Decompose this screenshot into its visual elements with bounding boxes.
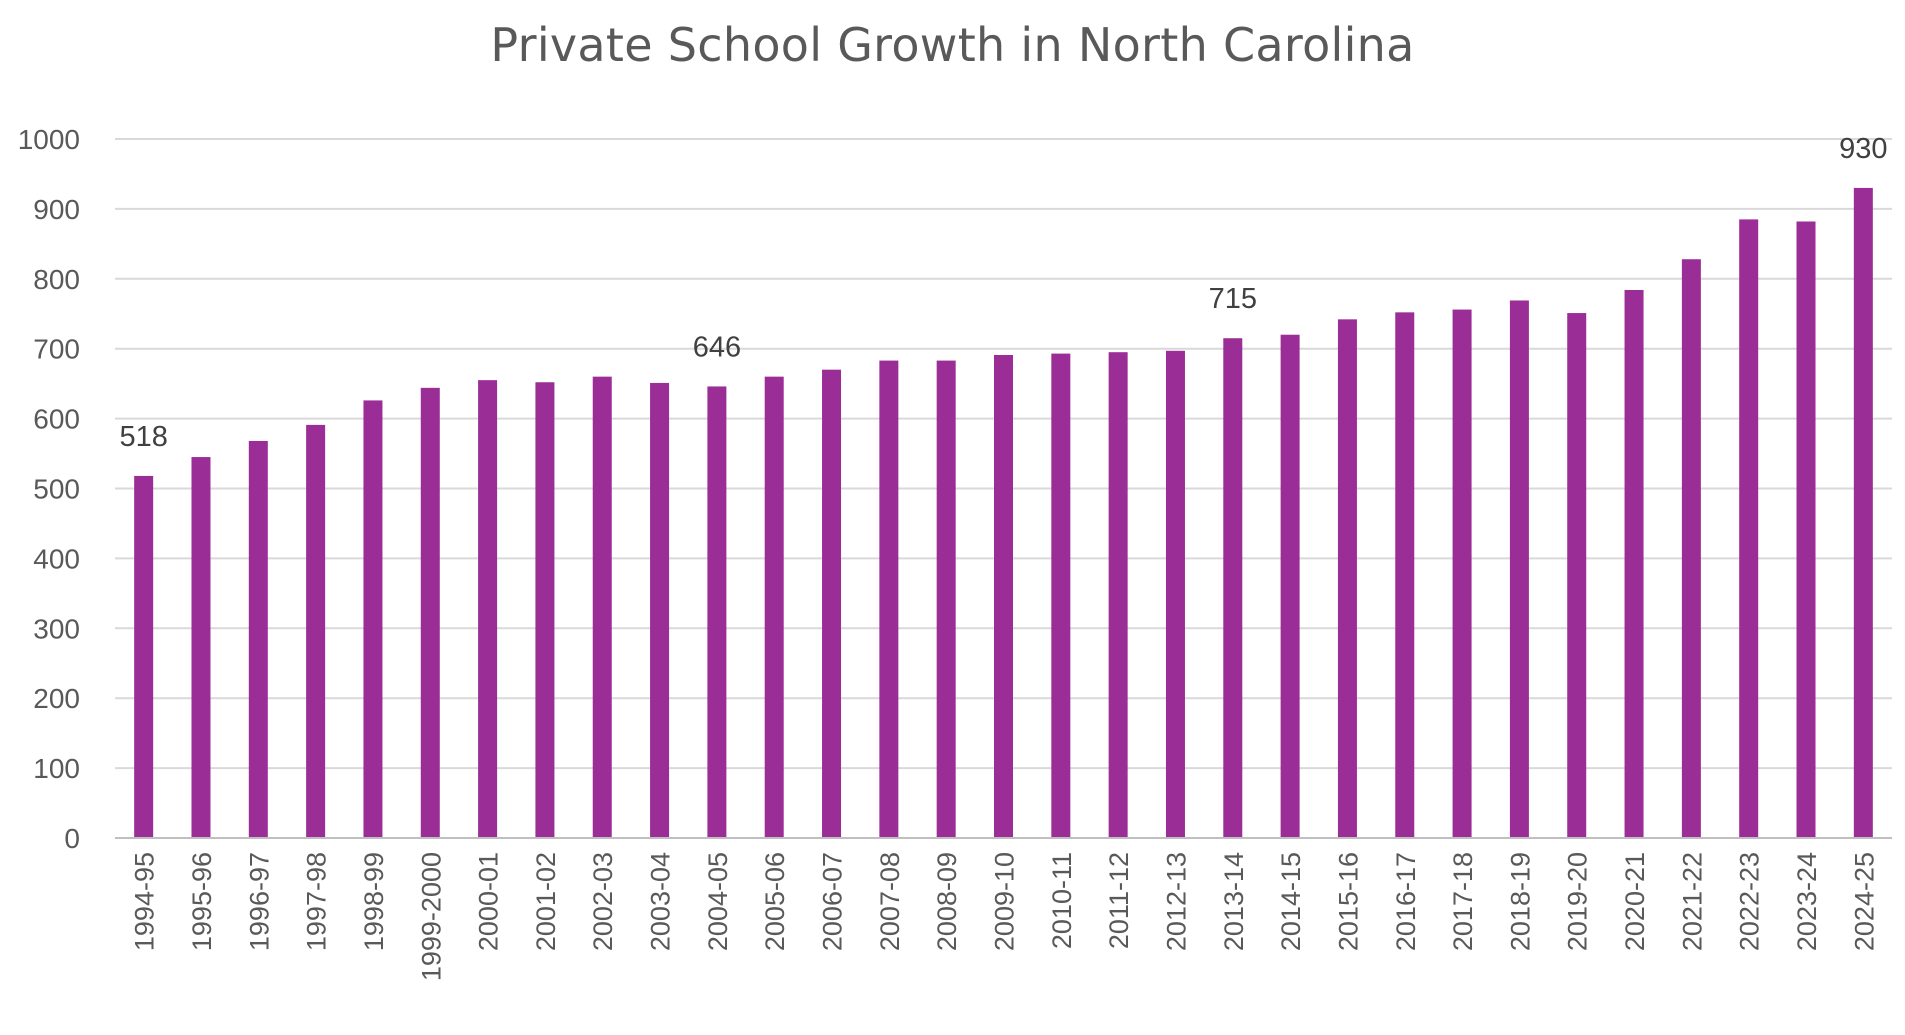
bar	[248, 440, 268, 838]
bar	[1567, 313, 1587, 838]
bar	[1223, 338, 1243, 838]
x-tick-label: 2000-01	[474, 852, 504, 951]
bar	[134, 475, 154, 838]
x-tick-label: 2017-18	[1448, 852, 1478, 951]
bar	[1395, 312, 1415, 838]
x-tick-label: 2004-05	[703, 852, 733, 951]
x-tick-label: 2002-03	[588, 852, 618, 951]
y-tick-label: 700	[33, 334, 80, 365]
x-tick-label: 2018-19	[1505, 852, 1535, 951]
bar	[306, 424, 326, 838]
bar	[764, 376, 784, 838]
bar	[1624, 289, 1644, 838]
y-tick-label: 400	[33, 543, 80, 574]
y-tick-label: 100	[33, 753, 80, 784]
data-label: 518	[119, 421, 167, 453]
x-tick-label: 2019-20	[1563, 852, 1593, 951]
x-tick-label: 2006-07	[818, 852, 848, 951]
y-tick-label: 300	[33, 613, 80, 644]
x-tick-label: 2024-25	[1849, 852, 1879, 951]
bar	[1796, 221, 1816, 838]
bar	[191, 457, 211, 838]
x-tick-label: 2013-14	[1219, 852, 1249, 951]
data-label: 930	[1839, 133, 1887, 165]
bar	[879, 360, 899, 838]
bar	[592, 376, 612, 838]
bar	[1853, 187, 1873, 838]
bar	[1739, 219, 1759, 838]
x-tick-label: 2021-22	[1677, 852, 1707, 951]
x-tick-label: 2011-12	[1104, 852, 1134, 949]
bar	[1051, 353, 1071, 838]
x-tick-label: 2023-24	[1792, 852, 1822, 951]
x-tick-label: 2014-15	[1276, 852, 1306, 951]
bar	[936, 360, 956, 838]
x-tick-label: 2003-04	[646, 852, 676, 951]
y-tick-label: 500	[33, 474, 80, 505]
x-tick-label: 2012-13	[1161, 852, 1191, 951]
x-tick-label: 2008-09	[932, 852, 962, 951]
x-tick-label: 2007-08	[875, 852, 905, 951]
x-tick-label: 1999-2000	[416, 852, 446, 981]
x-tick-label: 1997-98	[302, 852, 332, 951]
x-tick-label: 2009-10	[990, 852, 1020, 951]
y-tick-label: 900	[33, 194, 80, 225]
bar	[1681, 259, 1701, 838]
y-tick-label: 200	[33, 683, 80, 714]
bar	[1509, 300, 1529, 838]
data-label: 646	[693, 331, 741, 363]
bar	[1108, 352, 1128, 838]
x-tick-label: 2005-06	[760, 852, 790, 951]
x-tick-label: 1996-97	[244, 852, 274, 951]
x-tick-label: 1998-99	[359, 852, 389, 951]
bar	[1337, 319, 1357, 838]
bar	[478, 380, 498, 838]
bar	[1165, 350, 1185, 838]
x-tick-label: 1994-95	[130, 852, 160, 951]
bar	[650, 382, 670, 838]
y-tick-label: 1000	[18, 124, 80, 155]
x-tick-label: 2016-17	[1391, 852, 1421, 951]
x-tick-label: 2020-21	[1620, 852, 1650, 951]
bar	[994, 354, 1013, 838]
bar	[1452, 309, 1472, 838]
bar	[707, 386, 727, 838]
x-tick-label: 2022-23	[1735, 852, 1765, 951]
bar	[363, 400, 383, 838]
x-tick-label: 2015-16	[1333, 852, 1363, 951]
bar	[420, 387, 440, 838]
x-tick-label: 2010-11	[1047, 852, 1077, 949]
x-tick-label: 2001-02	[531, 852, 561, 951]
y-tick-label: 0	[64, 823, 80, 854]
bar	[822, 369, 842, 838]
bar	[1280, 334, 1300, 838]
y-tick-label: 800	[33, 264, 80, 295]
bar	[535, 382, 555, 838]
y-tick-label: 600	[33, 404, 80, 435]
data-label: 715	[1209, 283, 1257, 315]
x-tick-label: 1995-96	[187, 852, 217, 951]
chart-title: Private School Growth in North Carolina	[490, 18, 1415, 72]
